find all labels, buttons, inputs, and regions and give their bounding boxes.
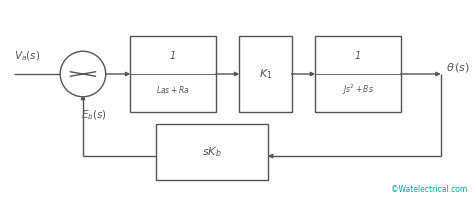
Text: $Js^2 + Bs$: $Js^2 + Bs$ — [342, 83, 374, 97]
Bar — [130, 36, 216, 112]
Bar — [239, 36, 292, 112]
Text: $V_a(s)$: $V_a(s)$ — [14, 49, 41, 63]
Text: ©Watelectrical.com: ©Watelectrical.com — [391, 185, 467, 194]
Bar — [156, 124, 268, 180]
Bar — [315, 36, 401, 112]
Text: $K_1$: $K_1$ — [259, 67, 272, 81]
Ellipse shape — [60, 51, 106, 97]
Text: $E_b(s)$: $E_b(s)$ — [81, 108, 107, 122]
Text: 1: 1 — [355, 51, 361, 61]
Text: $Las + Ra$: $Las + Ra$ — [156, 84, 190, 95]
Text: $sK_b$: $sK_b$ — [202, 145, 222, 159]
Text: 1: 1 — [170, 51, 176, 61]
Text: $\theta\,(s)$: $\theta\,(s)$ — [446, 62, 470, 74]
